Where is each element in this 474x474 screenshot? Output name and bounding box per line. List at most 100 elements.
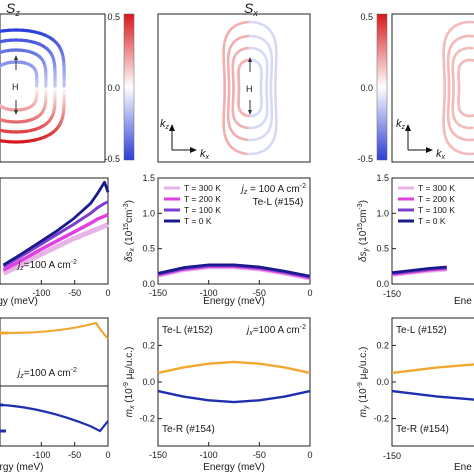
row2-middle-xlabel: Energy (meV)	[203, 296, 265, 307]
panel-sz-h-label: H	[12, 82, 19, 92]
row2-middle-ylabel: δsx (1015cm-3)	[123, 200, 136, 262]
sy-contours	[442, 20, 474, 156]
ytick-label: 1.0	[376, 208, 389, 218]
row3-middle-ylabel: mx (10-9 μB/u.c.)	[123, 347, 136, 418]
row2-left-frame	[0, 177, 109, 285]
panel-sy-kx: kx	[436, 148, 446, 161]
sz-contours	[0, 28, 66, 144]
xtick-label: -50	[253, 288, 266, 298]
legend-item-200k: T = 200 K	[164, 194, 221, 204]
panel-sx-k-axes: kz kx	[160, 118, 210, 161]
row2-middle-sample: Te-L (#154)	[253, 197, 304, 208]
xtick-label: -50	[68, 450, 81, 460]
row3-left-xlabel: ergy (meV)	[0, 462, 43, 473]
row2-middle-xticks: -150 -100 -50 0	[149, 280, 313, 298]
xtick-label: -100	[32, 288, 50, 298]
row3-middle-series-0	[157, 360, 311, 375]
row3-middle-xticks: -150 -100 -50 0	[149, 442, 313, 460]
row2-middle-annotation: jz = 100 A cm-2	[239, 183, 306, 196]
ytick-label: 0.0	[142, 377, 155, 387]
ytick-label: -0.2	[139, 414, 155, 424]
sx-contours	[222, 20, 278, 156]
row3-middle-panel: 0.0 0.2 -0.2 -150 -100 -50 0 Energy (meV) mx …	[123, 317, 313, 473]
panel-sx: Sx H kz kx	[157, 0, 311, 163]
row2-left-series-3	[2, 180, 110, 267]
ytick-label: 1.0	[142, 208, 155, 218]
legend-label-300k: T = 300 K	[184, 183, 221, 193]
row2-legend: T = 300 K T = 200 K T = 100 K T = 0 K	[164, 183, 221, 226]
row2-middle-frame	[157, 177, 311, 285]
row3-right-series	[391, 363, 474, 401]
row3-middle-series	[157, 360, 311, 404]
colorbar-b-tick-bottom: -0.5	[357, 154, 373, 164]
row2-left-series-2	[2, 200, 109, 268]
ytick-label: -0.2	[373, 414, 389, 424]
row2-middle-panel: 0.0 0.5 1.0 1.5 -150 -100 -50 0 Energy (meV) δ…	[123, 173, 313, 307]
legend-label-0k: T = 0 K	[184, 216, 212, 226]
row3-middle-annotation: jx=100 A cm-2	[245, 324, 306, 337]
colorbar-a-tick-top: 0.5	[107, 12, 120, 22]
ytick-label: 0.2	[376, 340, 389, 350]
legend-label-200k: T = 200 K	[184, 194, 221, 204]
row3-middle-series-1	[157, 389, 311, 404]
row2-left-series-0	[2, 222, 109, 276]
legend-item-100k: T = 100 K	[164, 205, 221, 215]
xtick-label: -50	[68, 288, 81, 298]
legend-right-label-200k: T = 200 K	[418, 194, 455, 204]
panel-sx-frame	[157, 13, 311, 163]
row2-middle-series	[157, 263, 311, 281]
ytick-label: 1.5	[376, 173, 389, 183]
row2-left-annotation: jz=100 A cm-2	[16, 259, 77, 272]
row3-right-series-0	[391, 363, 474, 375]
row3-left-te-l-curve	[7, 321, 109, 340]
panel-sz-arrows	[14, 55, 18, 115]
legend-right-label-300k: T = 300 K	[418, 183, 455, 193]
colorbar-a-bar	[123, 13, 135, 161]
row3-right-xlabel-part: Ene	[454, 462, 472, 473]
legend-label-100k: T = 100 K	[184, 205, 221, 215]
legend-item-0k: T = 0 K	[164, 216, 212, 226]
row3-left-bottom-frame	[0, 385, 109, 447]
colorbar-b: 0.5 0.0 -0.5	[357, 12, 388, 164]
legend-right-200k: T = 200 K	[398, 194, 455, 204]
ytick-label: 1.5	[142, 173, 155, 183]
panel-sx-arrows	[248, 57, 252, 115]
row3-right-yticks: 0.0 0.2 -0.2	[373, 340, 396, 424]
xtick-label: -100	[200, 450, 218, 460]
row3-left-xticks: -100 -50 0	[32, 442, 111, 460]
row3-middle-te-r: Te-R (#154)	[162, 424, 215, 435]
panel-sy-frame	[391, 13, 474, 163]
xtick-label: -50	[253, 450, 266, 460]
row3-middle-xlabel: Energy (meV)	[203, 462, 265, 473]
panel-sz-title: Sz	[6, 0, 20, 18]
row3-right-panel: 0.0 0.2 -0.2 -150 Ene my (10-9 μB/u.c.) Te…	[357, 317, 474, 473]
row2-right-ylabel: δsy (1015cm-3)	[357, 200, 370, 262]
row2-right-series	[391, 265, 447, 278]
row2-right-series-3	[391, 265, 447, 275]
row2-left-xticks: -100 -50 0	[32, 280, 111, 298]
row3-right-ylabel: my (10-9 μB/u.c.)	[357, 347, 370, 418]
xtick-label: 0	[307, 450, 312, 460]
row2-right-yticks: 0.0 0.5 1.0 1.5	[376, 173, 396, 289]
row3-left-panel: jz=100 A cm-2 -100 -50 0 ergy (meV)	[0, 317, 111, 473]
legend-right-0k: T = 0 K	[398, 216, 446, 226]
ytick-label: 0.5	[142, 244, 155, 254]
ytick-label: 0.0	[376, 377, 389, 387]
colorbar-a-tick-bottom: -0.5	[104, 154, 120, 164]
panel-sx-h-label: H	[246, 84, 253, 94]
panel-sx-kx: kx	[200, 148, 210, 161]
row3-right-te-l: Te-L (#152)	[396, 325, 447, 336]
row3-right-series-1	[391, 389, 474, 401]
xtick-label: -150	[149, 450, 167, 460]
colorbar-a-tick-mid: 0.0	[107, 83, 120, 93]
row3-right-te-r: Te-R (#154)	[396, 424, 449, 435]
panel-sy: kz kx	[391, 13, 474, 163]
row2-middle-series-3	[157, 263, 311, 278]
legend-right-100k: T = 100 K	[398, 205, 455, 215]
panel-sx-kz: kz	[160, 118, 170, 131]
row2-right-panel: 0.0 0.5 1.0 1.5 -150 Ene δsy (1015cm-3) T =…	[357, 173, 474, 307]
ytick-label: 0.2	[142, 340, 155, 350]
colorbar-b-tick-mid: 0.0	[360, 83, 373, 93]
ytick-label: 0.0	[142, 279, 155, 289]
